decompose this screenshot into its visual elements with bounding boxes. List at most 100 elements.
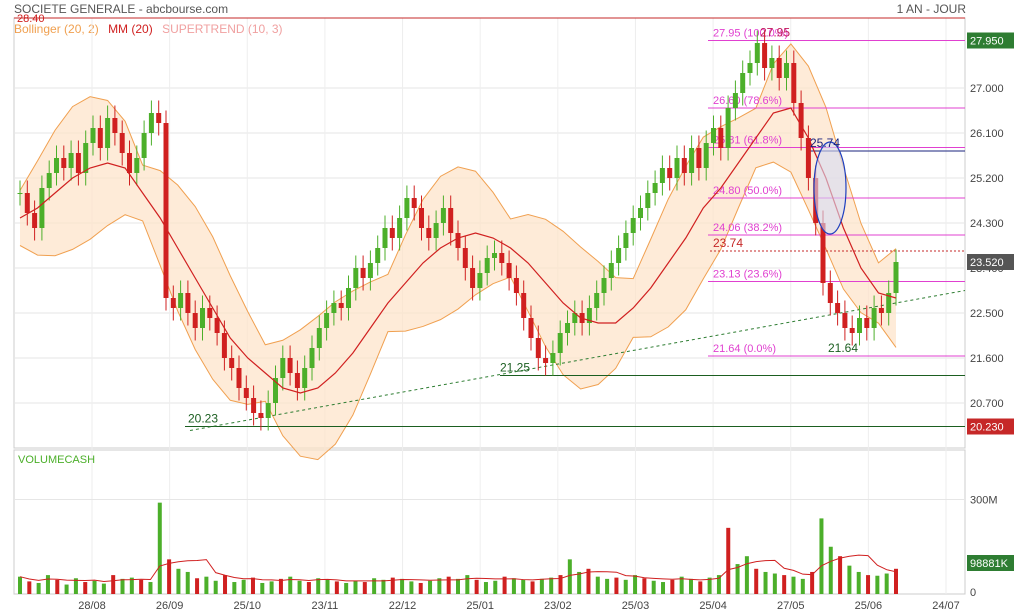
candle-body: [711, 128, 716, 143]
period-label[interactable]: 1 AN - JOUR: [896, 2, 966, 16]
candle-body: [39, 188, 45, 228]
volume-bar: [800, 578, 805, 594]
volume-bar: [185, 571, 190, 594]
candle-body: [674, 158, 680, 178]
candle-body: [659, 168, 665, 183]
price-tag-box: [967, 32, 1014, 49]
candle-body: [54, 158, 59, 173]
fibonacci-label: 27.95 (100.0%): [713, 28, 788, 40]
y-tick-label: 27.000: [970, 83, 1004, 95]
fibonacci-label: 21.64 (0.0%): [713, 343, 776, 355]
x-tick-label: 26/09: [156, 600, 184, 612]
volume-bar: [213, 580, 218, 594]
volume-bar: [241, 579, 246, 594]
candle-body: [871, 308, 877, 328]
x-tick-label: 24/07: [932, 600, 960, 612]
candle-body: [864, 318, 870, 328]
volume-bar: [884, 573, 889, 594]
fibonacci-label: 26.60 (78.6%): [713, 95, 782, 107]
candle-body: [616, 248, 622, 263]
volume-bar: [223, 575, 228, 594]
volume-bar: [577, 571, 582, 594]
candle-body: [156, 113, 162, 123]
candle-body: [499, 253, 505, 263]
candle-body: [316, 328, 322, 348]
volume-bar: [120, 578, 125, 594]
volume-bar: [605, 578, 610, 594]
volume-bar: [698, 581, 703, 594]
volume-bar: [148, 582, 153, 594]
candle-body: [849, 328, 855, 333]
candle-body: [243, 388, 249, 398]
volume-bar: [726, 527, 731, 594]
candle-body: [623, 233, 629, 248]
mm20-line: [19, 107, 897, 394]
candle-body: [389, 228, 395, 238]
legend-mm: MM (20): [108, 22, 153, 36]
candle-body: [513, 278, 519, 293]
volume-bar: [623, 579, 628, 594]
candle-body: [105, 118, 111, 148]
candle-body: [265, 403, 271, 418]
trend-line: [189, 290, 966, 431]
x-tick-label: 25/06: [855, 600, 883, 612]
volume-bar: [176, 568, 181, 594]
candle-body: [528, 318, 534, 338]
candle-body: [594, 293, 600, 308]
candle-body: [805, 138, 811, 178]
price-tag-box: [967, 254, 1014, 270]
price-tag-box: [967, 418, 1014, 435]
candle-body: [46, 173, 52, 188]
indicator-legend: Bollinger (20, 2) MM (20) SUPERTREND (10…: [14, 22, 289, 36]
volume-tag: 98881K: [970, 558, 1009, 570]
price-tag: 20.230: [970, 422, 1004, 434]
candle-body: [455, 233, 461, 248]
volume-bar: [92, 580, 97, 594]
volume-label: VOLUMECASH: [18, 454, 95, 466]
volume-bar: [483, 582, 488, 594]
volume-bar: [838, 556, 843, 594]
candle-body: [732, 93, 738, 108]
candle-body: [696, 148, 702, 168]
candle-body: [302, 368, 308, 388]
candle-body: [645, 193, 651, 208]
volume-bar: [828, 546, 833, 594]
volume-bar: [111, 575, 116, 594]
candle-body: [192, 313, 198, 328]
candle-body: [353, 268, 359, 288]
candle-body: [331, 303, 337, 313]
candle-body: [638, 208, 643, 218]
volume-bar: [73, 578, 78, 594]
volume-bar: [362, 582, 367, 594]
volume-bar: [64, 584, 69, 594]
candle-body: [360, 268, 366, 278]
candle-body: [630, 218, 636, 233]
volume-bar: [595, 576, 600, 594]
candle-body: [419, 208, 424, 228]
candle-body: [236, 368, 242, 388]
candle-body: [68, 153, 74, 168]
x-tick-label: 25/03: [622, 600, 650, 612]
volume-bar: [772, 573, 777, 594]
x-tick-label: 22/12: [389, 600, 417, 612]
volume-bar: [549, 577, 554, 594]
volume-bar: [782, 575, 787, 594]
volume-bar: [567, 559, 572, 594]
candle-body: [75, 153, 81, 173]
candle-body: [776, 58, 782, 78]
volume-bar: [83, 582, 88, 594]
candle-body: [221, 333, 227, 358]
volume-bar: [278, 578, 283, 594]
volume-bar: [418, 582, 423, 594]
volume-bar: [437, 578, 442, 594]
candle-body: [769, 58, 775, 68]
volume-bar: [716, 575, 721, 594]
volume-bar: [139, 579, 144, 594]
volume-bar: [297, 580, 302, 594]
candle-body: [411, 198, 417, 208]
volume-bar: [474, 579, 479, 594]
candle-body: [309, 348, 315, 368]
y-tick-label: 22.500: [970, 308, 1004, 320]
volume-bar: [204, 576, 209, 594]
